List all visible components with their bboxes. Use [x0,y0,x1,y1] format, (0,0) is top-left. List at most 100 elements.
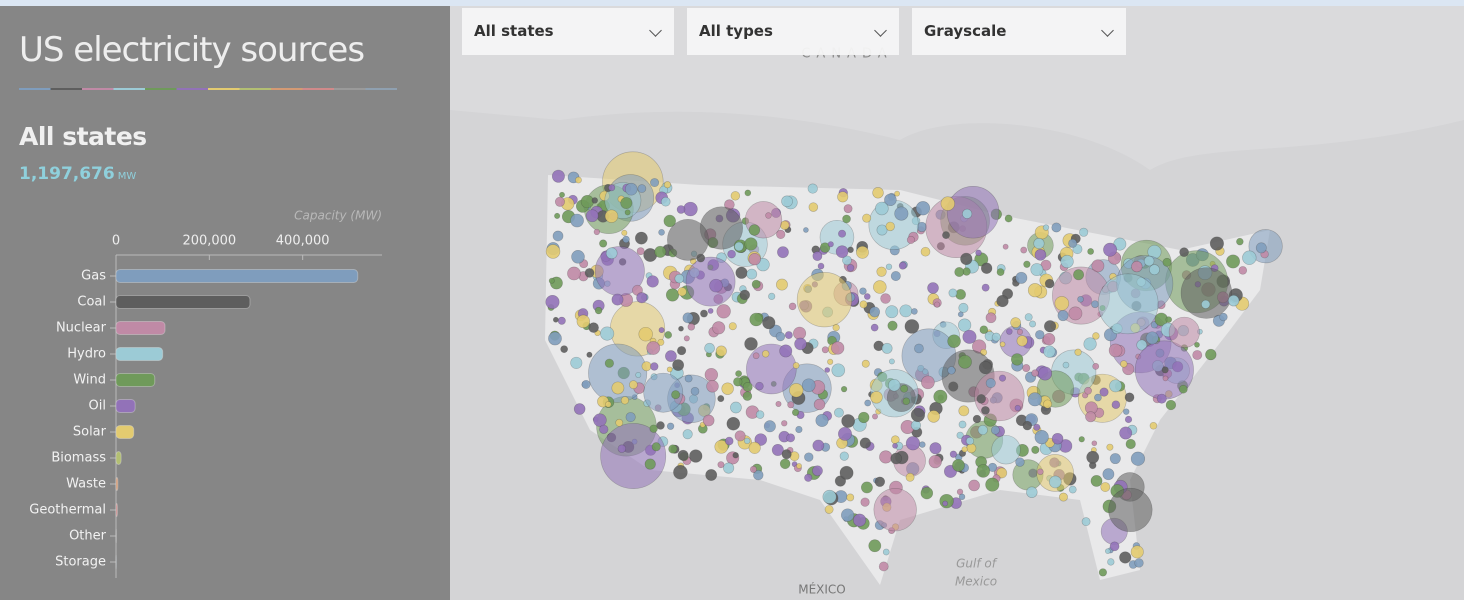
plant-dot [1143,255,1155,267]
plant-dot [786,433,796,443]
plant-dot [624,182,638,196]
bar [115,425,135,439]
plant-dot [728,322,737,331]
plant-dot [615,418,624,427]
plant-dot [996,268,1005,277]
plant-dot [548,331,562,346]
plant-dot [789,383,804,398]
plant-dot [958,405,970,417]
plant-dot [748,441,761,454]
plant-dot [636,292,648,304]
plant-dot [902,397,911,405]
plant-dot [1029,320,1037,328]
plant-dot [1042,224,1050,231]
plant-dot [779,344,793,358]
plant-dot [1073,269,1085,281]
plant-dot [1156,393,1167,404]
plant-dot [888,358,895,365]
plant-dot [545,244,561,259]
y-tick-label: Solar [73,425,107,440]
plant-dot [837,191,849,203]
plant-dot [976,464,990,478]
plant-dot [873,488,917,532]
plant-dot [975,249,982,257]
plant-dot [979,325,989,334]
plant-dot [887,320,898,331]
plant-dot [1162,257,1172,267]
plant-dot [859,300,868,309]
unit: MW [117,171,137,182]
plant-dot [554,212,561,219]
plant-dot [1043,320,1057,333]
plant-dot [904,319,920,334]
plant-dot [985,312,997,324]
plant-dot [791,408,800,417]
plant-dot [1081,517,1091,527]
plant-dot [586,351,593,358]
plant-dot [567,266,581,281]
title-underline [271,88,303,90]
plant-dot [689,449,703,463]
plant-dot [803,227,809,233]
plant-dot [835,245,849,258]
plant-dot [1024,313,1033,322]
plant-dot [885,263,893,270]
plant-dot [644,458,656,470]
plant-dot [1002,243,1009,250]
plant-dot [1038,366,1053,381]
plant-dot [762,316,776,330]
plant-dot [617,444,627,453]
plant-dot [1034,429,1049,445]
plant-dot [812,465,823,477]
plant-dot [557,316,566,325]
plant-dot [717,395,725,403]
state-dropdown[interactable]: All states [462,8,674,55]
plant-dot [956,488,964,496]
plant-dot [666,422,675,430]
plant-dot [958,354,972,369]
plant-dot [1091,440,1098,447]
plant-dot [724,436,734,446]
plant-dot [551,169,565,183]
plant-dot [1051,432,1064,445]
plant-dot [1020,246,1028,254]
plant-dot [884,193,897,207]
y-tick-label: Nuclear [56,321,107,336]
plant-dot [1072,244,1083,255]
plant-dot [1201,299,1211,309]
plant-dot [654,245,667,258]
plant-dot [734,241,744,252]
plant-dot [754,433,767,446]
plant-dot [958,318,972,332]
plant-dot [748,252,761,266]
bar [115,399,136,413]
plant-dot [794,337,807,351]
plant-dot [831,341,845,355]
chart: Capacity (MW) 0 200,000 400,000 Gas Coal Nucle… [19,88,397,578]
plant-dot [704,342,715,354]
plant-dot [672,359,685,371]
plant-dot [1014,404,1021,412]
plant-dot [933,301,941,308]
plant-dot [600,423,667,489]
plant-dot [604,209,619,223]
plant-dot [625,412,636,423]
plant-dot [978,360,993,375]
plant-dot [999,374,1007,382]
plant-dot [1109,453,1121,465]
plant-dot [927,282,939,294]
plant-dot [928,455,942,469]
plant-dot [841,508,855,522]
plant-dot [812,251,823,261]
plant-dot [1111,400,1121,409]
plant-dot [954,267,965,277]
plant-dot [753,469,764,481]
plant-dot [581,379,591,389]
type-dropdown[interactable]: All types [687,8,899,55]
plant-dot [1016,335,1028,347]
plant-dot [1057,310,1069,322]
plant-dot [861,359,870,368]
color-dropdown[interactable]: Grayscale [912,8,1126,55]
bar [115,269,359,283]
title-underline [145,88,177,90]
